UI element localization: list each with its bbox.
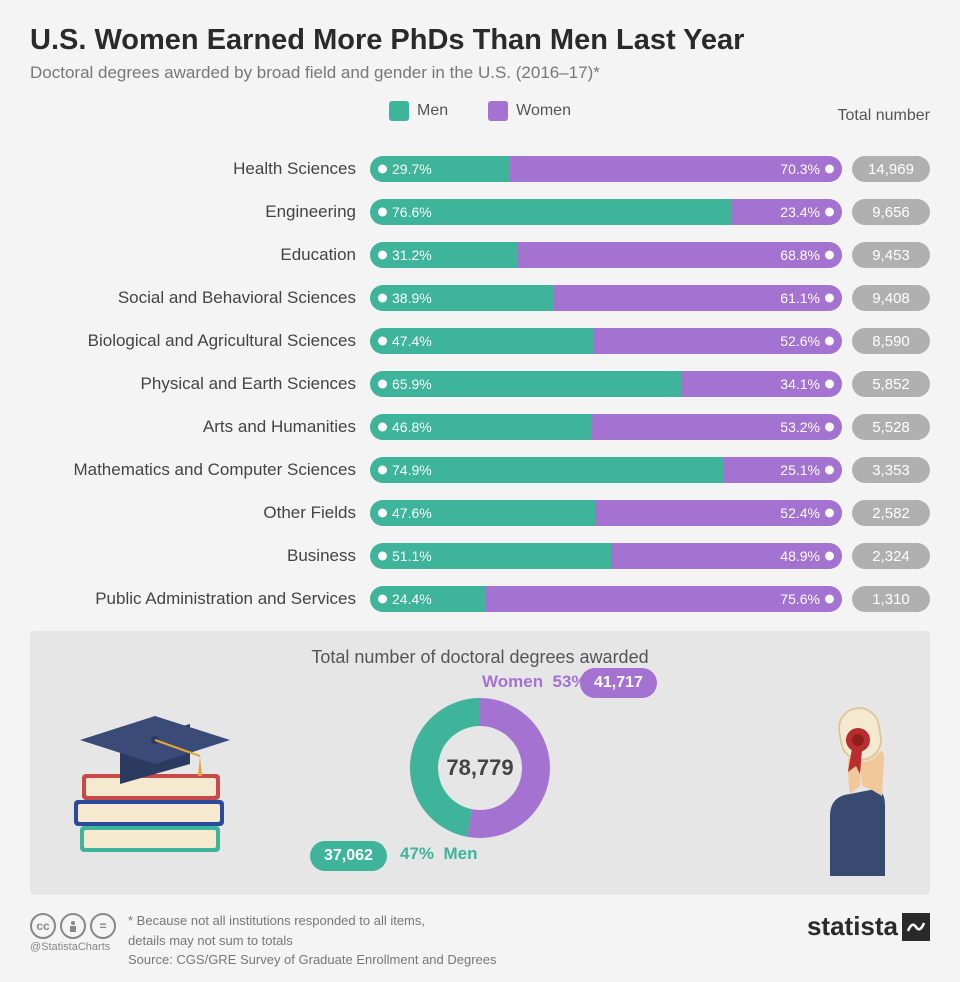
bar: 46.8%53.2% [370, 414, 842, 440]
cc-icon: cc [30, 913, 56, 939]
bar: 29.7%70.3% [370, 156, 842, 182]
bar-segment-women: 68.8% [517, 242, 842, 268]
legend: Men Women Total number [30, 101, 930, 121]
summary-title: Total number of doctoral degrees awarded [50, 647, 910, 668]
bar: 74.9%25.1% [370, 457, 842, 483]
chart-row: Social and Behavioral Sciences38.9%61.1%… [30, 280, 930, 316]
cc-nd-icon: = [90, 913, 116, 939]
chart-row: Education31.2%68.8% 9,453 [30, 237, 930, 273]
row-label: Education [30, 245, 370, 265]
bar-segment-women: 53.2% [591, 414, 842, 440]
bar-segment-women: 34.1% [681, 371, 842, 397]
cc-by-icon [60, 913, 86, 939]
row-label: Arts and Humanities [30, 417, 370, 437]
row-label: Business [30, 546, 370, 566]
bar: 76.6%23.4% [370, 199, 842, 225]
chart-row: Health Sciences29.7%70.3% 14,969 [30, 151, 930, 187]
bar-segment-men: 29.7% [370, 156, 510, 182]
page-subtitle: Doctoral degrees awarded by broad field … [30, 63, 930, 83]
legend-men-label: Men [417, 102, 448, 120]
chart-row: Business51.1%48.9% 2,324 [30, 538, 930, 574]
legend-men: Men [389, 101, 448, 121]
books-cap-icon [50, 686, 250, 876]
footnote-text: * Because not all institutions responded… [128, 911, 497, 950]
row-label: Mathematics and Computer Sciences [30, 460, 370, 480]
bar-segment-women: 70.3% [510, 156, 842, 182]
bar-segment-women: 52.6% [594, 328, 842, 354]
donut-total: 78,779 [446, 755, 513, 781]
legend-swatch-men [389, 101, 409, 121]
legend-swatch-women [488, 101, 508, 121]
total-pill: 9,453 [852, 242, 930, 268]
donut-chart: 78,779 Women 53% 41,717 37,062 47% Men [350, 676, 610, 886]
chart-row: Other Fields47.6%52.4% 2,582 [30, 495, 930, 531]
total-pill: 14,969 [852, 156, 930, 182]
bar-segment-men: 65.9% [370, 371, 681, 397]
row-label: Engineering [30, 202, 370, 222]
bar-segment-men: 24.4% [370, 586, 485, 612]
bar-segment-men: 76.6% [370, 199, 732, 225]
total-pill: 1,310 [852, 586, 930, 612]
total-pill: 9,408 [852, 285, 930, 311]
bar: 47.6%52.4% [370, 500, 842, 526]
statista-handle: @StatistaCharts [30, 941, 116, 953]
total-pill: 2,582 [852, 500, 930, 526]
bar-chart: Health Sciences29.7%70.3% 14,969 Engineeri… [30, 151, 930, 617]
row-label: Public Administration and Services [30, 589, 370, 609]
bar: 38.9%61.1% [370, 285, 842, 311]
cc-license-icons: cc = [30, 913, 116, 939]
statista-logo: statista [807, 911, 930, 942]
total-pill: 5,528 [852, 414, 930, 440]
bar: 65.9%34.1% [370, 371, 842, 397]
bar-segment-men: 51.1% [370, 543, 611, 569]
source-text: Source: CGS/GRE Survey of Graduate Enrol… [128, 950, 497, 970]
diploma-hand-icon [710, 686, 910, 876]
callout-men-count: 37,062 [310, 841, 387, 871]
bar-segment-women: 23.4% [732, 199, 842, 225]
total-pill: 5,852 [852, 371, 930, 397]
footer: cc = @StatistaCharts * Because not all i… [30, 911, 930, 970]
total-pill: 2,324 [852, 543, 930, 569]
row-label: Biological and Agricultural Sciences [30, 331, 370, 351]
bar-segment-men: 47.6% [370, 500, 595, 526]
legend-women-label: Women [516, 102, 571, 120]
chart-row: Physical and Earth Sciences65.9%34.1% 5,8… [30, 366, 930, 402]
row-label: Social and Behavioral Sciences [30, 288, 370, 308]
chart-row: Arts and Humanities46.8%53.2% 5,528 [30, 409, 930, 445]
total-pill: 9,656 [852, 199, 930, 225]
row-label: Other Fields [30, 503, 370, 523]
bar-segment-men: 31.2% [370, 242, 517, 268]
bar: 47.4%52.6% [370, 328, 842, 354]
callout-women-count: 41,717 [580, 668, 657, 698]
row-label: Physical and Earth Sciences [30, 374, 370, 394]
bar-segment-men: 74.9% [370, 457, 724, 483]
callout-women-label: Women 53% [482, 672, 587, 692]
total-header-label: Total number [838, 107, 931, 125]
bar-segment-men: 38.9% [370, 285, 554, 311]
total-pill: 8,590 [852, 328, 930, 354]
bar-segment-women: 25.1% [724, 457, 842, 483]
bar-segment-women: 75.6% [485, 586, 842, 612]
bar-segment-women: 61.1% [554, 285, 842, 311]
bar-segment-women: 52.4% [595, 500, 842, 526]
page-title: U.S. Women Earned More PhDs Than Men Las… [30, 24, 930, 57]
chart-row: Biological and Agricultural Sciences47.4… [30, 323, 930, 359]
row-label: Health Sciences [30, 159, 370, 179]
total-pill: 3,353 [852, 457, 930, 483]
legend-women: Women [488, 101, 571, 121]
bar: 24.4%75.6% [370, 586, 842, 612]
bar-segment-women: 48.9% [611, 543, 842, 569]
bar-segment-men: 47.4% [370, 328, 594, 354]
callout-men-label: 47% Men [400, 844, 477, 864]
chart-row: Engineering76.6%23.4% 9,656 [30, 194, 930, 230]
bar: 51.1%48.9% [370, 543, 842, 569]
summary-panel: Total number of doctoral degrees awarded… [30, 631, 930, 895]
chart-row: Public Administration and Services24.4%7… [30, 581, 930, 617]
bar-segment-men: 46.8% [370, 414, 591, 440]
chart-row: Mathematics and Computer Sciences74.9%25… [30, 452, 930, 488]
bar: 31.2%68.8% [370, 242, 842, 268]
